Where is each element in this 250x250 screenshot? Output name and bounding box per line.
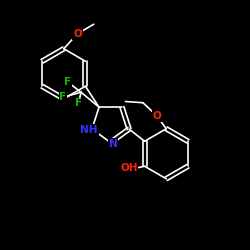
Text: F: F — [64, 77, 71, 87]
Text: O: O — [73, 29, 82, 39]
Text: NH: NH — [80, 125, 98, 135]
Text: N: N — [108, 139, 118, 149]
Text: F: F — [60, 92, 66, 102]
Text: O: O — [152, 111, 161, 121]
Text: OH: OH — [120, 163, 138, 173]
Text: F: F — [75, 98, 82, 108]
